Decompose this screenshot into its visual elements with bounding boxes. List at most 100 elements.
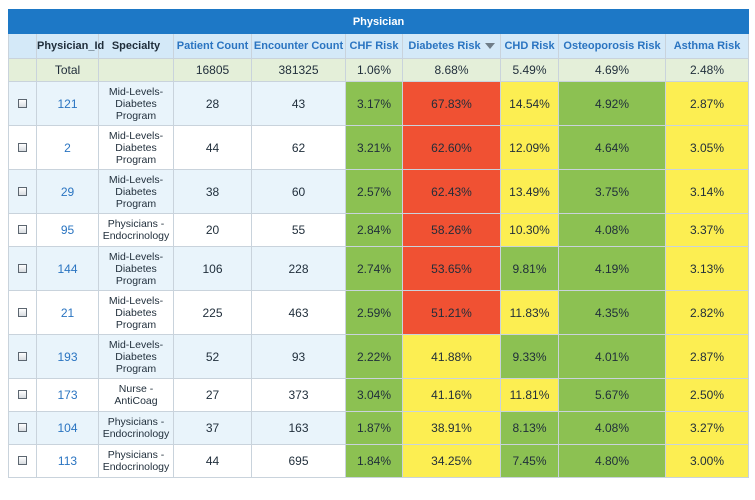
physician-id-link[interactable]: 104 [36,411,99,445]
row-checkbox-cell [8,246,37,291]
patient-count-cell: 106 [173,246,252,291]
encounter-count-cell: 60 [251,169,346,214]
chd-risk-cell: 12.09% [500,125,559,170]
table-row[interactable]: 2 Mid-Levels- Diabetes Program 44 62 3.21% 62.6… [8,125,750,170]
total-specialty [98,58,174,82]
chf-risk-cell: 2.74% [345,246,403,291]
row-checkbox-cell [8,81,37,126]
physician-id-link[interactable]: 2 [36,125,99,170]
osteoporosis-risk-cell: 3.75% [558,169,666,214]
diabetes-risk-header[interactable]: Diabetes Risk [402,33,501,59]
specialty-cell: Physicians - Endocrinology [98,213,174,247]
row-checkbox-cell [8,334,37,379]
total-patient-count: 16805 [173,58,252,82]
physician-id-link[interactable]: 121 [36,81,99,126]
chd-risk-cell: 9.33% [500,334,559,379]
physician-id-link[interactable]: 21 [36,290,99,335]
patient-count-cell: 225 [173,290,252,335]
row-checkbox[interactable] [18,390,27,399]
row-checkbox[interactable] [18,351,27,361]
encounter-count-cell: 373 [251,378,346,412]
encounter-count-cell: 463 [251,290,346,335]
row-checkbox[interactable] [18,225,27,234]
specialty-line: Program [115,109,157,122]
asthma-risk-cell: 2.87% [664,81,750,126]
chd-risk-header[interactable]: CHD Risk [500,33,559,59]
osteoporosis-risk-header-label: Osteoporosis Risk [563,40,661,52]
row-checkbox[interactable] [18,423,27,432]
diabetes-risk-cell: 53.65% [402,246,501,291]
table-row[interactable]: 95 Physicians - Endocrinology 20 55 2.84% 58.2… [8,213,750,247]
physician-id-link[interactable]: 144 [36,246,99,291]
table-row[interactable]: 104 Physicians - Endocrinology 37 163 1.87% 38… [8,411,750,445]
diabetes-risk-cell: 58.26% [402,213,501,247]
specialty-cell: Nurse - AntiCoag [98,378,174,412]
physician-id-link[interactable]: 193 [36,334,99,379]
encounter-count-cell: 55 [251,213,346,247]
total-row: Total 16805 381325 1.06% 8.68% 5.49% 4.6… [8,58,750,82]
physician-id-link[interactable]: 173 [36,378,99,412]
osteoporosis-risk-header[interactable]: Osteoporosis Risk [558,33,666,59]
chd-risk-header-label: CHD Risk [504,40,555,52]
osteoporosis-risk-cell: 4.80% [558,444,666,478]
specialty-header[interactable]: Specialty [98,33,174,59]
specialty-line: Mid-Levels- [108,250,164,263]
sort-descending-icon[interactable] [484,43,495,50]
specialty-line: Physicians - [107,218,165,230]
chf-risk-cell: 2.84% [345,213,403,247]
diabetes-risk-cell: 41.16% [402,378,501,412]
specialty-line: Nurse - [118,383,154,395]
chf-risk-cell: 1.87% [345,411,403,445]
row-checkbox[interactable] [18,186,27,196]
row-checkbox[interactable] [18,98,27,108]
physician-id-link[interactable]: 113 [36,444,99,478]
specialty-cell: Mid-Levels- Diabetes Program [98,290,174,335]
patient-count-cell: 28 [173,81,252,126]
osteoporosis-risk-cell: 4.08% [558,411,666,445]
patient-count-header[interactable]: Patient Count [173,33,252,59]
table-row[interactable]: 121 Mid-Levels- Diabetes Program 28 43 3.17% 67… [8,81,750,126]
diabetes-risk-cell: 51.21% [402,290,501,335]
specialty-line: Endocrinology [102,230,170,242]
total-chd-risk: 5.49% [500,58,559,82]
physician-id-link[interactable]: 95 [36,213,99,247]
chf-risk-cell: 3.21% [345,125,403,170]
diabetes-risk-cell: 67.83% [402,81,501,126]
physician-id-header[interactable]: Physician_Id [36,33,104,59]
encounter-count-cell: 695 [251,444,346,478]
asthma-risk-cell: 3.27% [664,411,750,445]
chf-risk-cell: 2.57% [345,169,403,214]
specialty-cell: Mid-Levels- Diabetes Program [98,81,174,126]
table-row[interactable]: 113 Physicians - Endocrinology 44 695 1.84% 34… [8,444,750,478]
specialty-header-label: Specialty [111,40,161,52]
row-checkbox[interactable] [18,456,27,465]
row-checkbox[interactable] [18,142,27,152]
chf-risk-header[interactable]: CHF Risk [345,33,403,59]
physician-id-link[interactable]: 29 [36,169,99,214]
table-row[interactable]: 144 Mid-Levels- Diabetes Program 106 228 2.74%… [8,246,750,291]
row-checkbox-cell [8,290,37,335]
patient-count-cell: 27 [173,378,252,412]
physician-risk-table-container: Physician Physician_Id Specialty Patient C… [7,9,750,478]
osteoporosis-risk-cell: 5.67% [558,378,666,412]
specialty-cell: Physicians - Endocrinology [98,444,174,478]
osteoporosis-risk-cell: 4.35% [558,290,666,335]
physician-risk-table: Physician Physician_Id Specialty Patient C… [7,9,750,478]
row-checkbox[interactable] [18,263,27,273]
patient-count-cell: 44 [173,444,252,478]
encounter-count-header[interactable]: Encounter Count [251,33,346,59]
total-checkbox-cell [8,58,37,82]
row-checkbox-cell [8,444,37,478]
row-checkbox[interactable] [18,307,27,317]
specialty-line: Program [115,153,157,166]
asthma-risk-cell: 3.37% [664,213,750,247]
table-row[interactable]: 21 Mid-Levels- Diabetes Program 225 463 2.59% 5… [8,290,750,335]
asthma-risk-header[interactable]: Asthma Risk [664,33,750,59]
table-row[interactable]: 29 Mid-Levels- Diabetes Program 38 60 2.57% 62.… [8,169,750,214]
specialty-cell: Physicians - Endocrinology [98,411,174,445]
total-osteoporosis-risk: 4.69% [558,58,666,82]
diabetes-risk-cell: 41.88% [402,334,501,379]
table-row[interactable]: 193 Mid-Levels- Diabetes Program 52 93 2.22% 41… [8,334,750,379]
chd-risk-cell: 13.49% [500,169,559,214]
table-row[interactable]: 173 Nurse - AntiCoag 27 373 3.04% 41.16% 11.81%… [8,378,750,412]
